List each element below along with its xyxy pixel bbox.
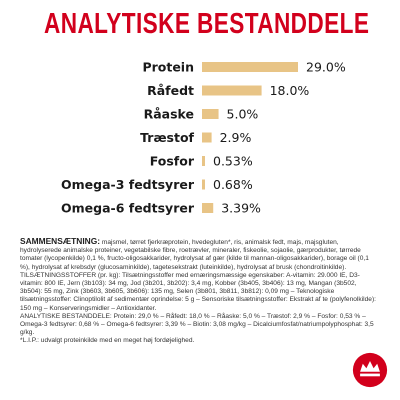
value-label: 3.39% bbox=[221, 201, 261, 216]
category-label: Træstof bbox=[140, 130, 194, 145]
crown-base-icon bbox=[360, 373, 380, 377]
category-label: Omega-6 fedtsyrer bbox=[61, 201, 195, 216]
value-label: 0.68% bbox=[213, 177, 253, 192]
value-label: 29.0% bbox=[306, 60, 346, 75]
bar bbox=[202, 62, 298, 72]
analysis-heading: ANALYTISKE BESTANDDELE: bbox=[20, 312, 112, 320]
value-label: 18.0% bbox=[270, 83, 310, 98]
page-title: ANALYTISKE BESTANDDELE bbox=[44, 8, 370, 40]
bar bbox=[202, 109, 219, 119]
royal-canin-logo bbox=[352, 352, 388, 388]
additives-heading: TILSÆTNINGSSTOFFER (pr. kg): bbox=[20, 271, 121, 279]
bar bbox=[202, 85, 262, 96]
value-label: 2.9% bbox=[220, 130, 252, 145]
composition-heading: SAMMENSÆTNING: bbox=[20, 237, 101, 246]
crown-icon bbox=[360, 361, 380, 372]
additives-body: Tilsætningsstoffer med ernæringsmæssige … bbox=[20, 271, 376, 312]
bar bbox=[202, 132, 212, 143]
footnote: *L.I.P.: udvalgt proteinkilde med en meg… bbox=[20, 337, 195, 345]
value-label: 5.0% bbox=[227, 107, 259, 122]
category-label: Råaske bbox=[144, 107, 194, 122]
category-label: Protein bbox=[142, 60, 194, 75]
category-label: Fosfor bbox=[150, 154, 195, 169]
composition-text: SAMMENSÆTNING: majsmel, tørret fjerkræpr… bbox=[20, 237, 380, 347]
bar bbox=[202, 203, 214, 213]
bar bbox=[202, 179, 205, 190]
analysis-body: Protein: 29,0 % – Råfedt: 18,0 % – Råask… bbox=[20, 312, 374, 337]
category-label: Råfedt bbox=[147, 83, 194, 98]
category-label: Omega-3 fedtsyrer bbox=[61, 177, 195, 192]
nutrient-bar-chart: Protein 29.0% Råfedt 18.0% Råaske 5.0% Træstof… bbox=[61, 60, 346, 216]
value-label: 0.53% bbox=[213, 154, 253, 169]
bar bbox=[202, 156, 205, 166]
composition-body: majsmel, tørret fjerkræprotein, hvedeglu… bbox=[20, 239, 369, 271]
